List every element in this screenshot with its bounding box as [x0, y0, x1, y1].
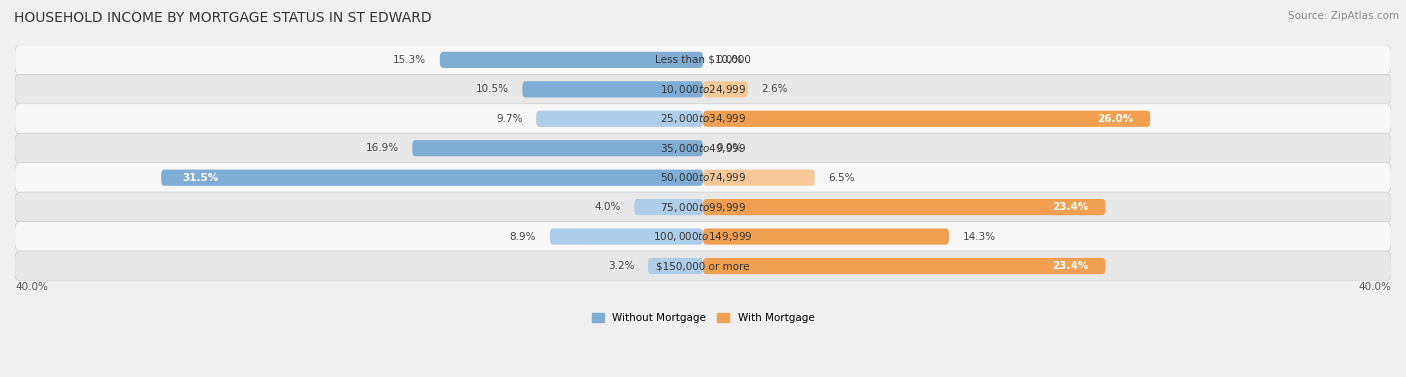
Text: 6.5%: 6.5% — [828, 173, 855, 183]
FancyBboxPatch shape — [703, 228, 949, 245]
FancyBboxPatch shape — [523, 81, 703, 97]
FancyBboxPatch shape — [550, 228, 703, 245]
FancyBboxPatch shape — [536, 111, 703, 127]
Text: 16.9%: 16.9% — [366, 143, 398, 153]
FancyBboxPatch shape — [703, 81, 748, 97]
FancyBboxPatch shape — [703, 199, 1105, 215]
Text: 23.4%: 23.4% — [1052, 261, 1088, 271]
FancyBboxPatch shape — [15, 74, 1391, 104]
FancyBboxPatch shape — [634, 199, 703, 215]
Text: 31.5%: 31.5% — [181, 173, 218, 183]
FancyBboxPatch shape — [15, 104, 1391, 134]
Text: 10.5%: 10.5% — [475, 84, 509, 94]
Text: 0.0%: 0.0% — [717, 55, 742, 65]
FancyBboxPatch shape — [15, 251, 1391, 281]
Text: 4.0%: 4.0% — [595, 202, 620, 212]
Text: 3.2%: 3.2% — [607, 261, 634, 271]
Text: $50,000 to $74,999: $50,000 to $74,999 — [659, 171, 747, 184]
Text: $35,000 to $49,999: $35,000 to $49,999 — [659, 142, 747, 155]
FancyBboxPatch shape — [162, 170, 703, 186]
FancyBboxPatch shape — [15, 192, 1391, 222]
Text: 0.0%: 0.0% — [717, 143, 742, 153]
FancyBboxPatch shape — [703, 170, 815, 186]
FancyBboxPatch shape — [412, 140, 703, 156]
Legend: Without Mortgage, With Mortgage: Without Mortgage, With Mortgage — [588, 309, 818, 327]
FancyBboxPatch shape — [15, 45, 1391, 75]
Text: 40.0%: 40.0% — [1358, 282, 1391, 292]
FancyBboxPatch shape — [703, 111, 1150, 127]
FancyBboxPatch shape — [703, 258, 1105, 274]
FancyBboxPatch shape — [15, 133, 1391, 163]
Text: 9.7%: 9.7% — [496, 114, 523, 124]
Text: 23.4%: 23.4% — [1052, 202, 1088, 212]
Text: HOUSEHOLD INCOME BY MORTGAGE STATUS IN ST EDWARD: HOUSEHOLD INCOME BY MORTGAGE STATUS IN S… — [14, 11, 432, 25]
Text: 2.6%: 2.6% — [762, 84, 787, 94]
Text: 26.0%: 26.0% — [1097, 114, 1133, 124]
Text: $75,000 to $99,999: $75,000 to $99,999 — [659, 201, 747, 214]
FancyBboxPatch shape — [440, 52, 703, 68]
Text: 14.3%: 14.3% — [963, 231, 995, 242]
FancyBboxPatch shape — [15, 162, 1391, 193]
Text: 15.3%: 15.3% — [392, 55, 426, 65]
Text: Less than $10,000: Less than $10,000 — [655, 55, 751, 65]
Text: $10,000 to $24,999: $10,000 to $24,999 — [659, 83, 747, 96]
FancyBboxPatch shape — [15, 222, 1391, 251]
Text: $150,000 or more: $150,000 or more — [657, 261, 749, 271]
Text: 40.0%: 40.0% — [15, 282, 48, 292]
Text: $100,000 to $149,999: $100,000 to $149,999 — [654, 230, 752, 243]
Text: 8.9%: 8.9% — [509, 231, 536, 242]
Text: $25,000 to $34,999: $25,000 to $34,999 — [659, 112, 747, 125]
Text: Source: ZipAtlas.com: Source: ZipAtlas.com — [1288, 11, 1399, 21]
FancyBboxPatch shape — [648, 258, 703, 274]
